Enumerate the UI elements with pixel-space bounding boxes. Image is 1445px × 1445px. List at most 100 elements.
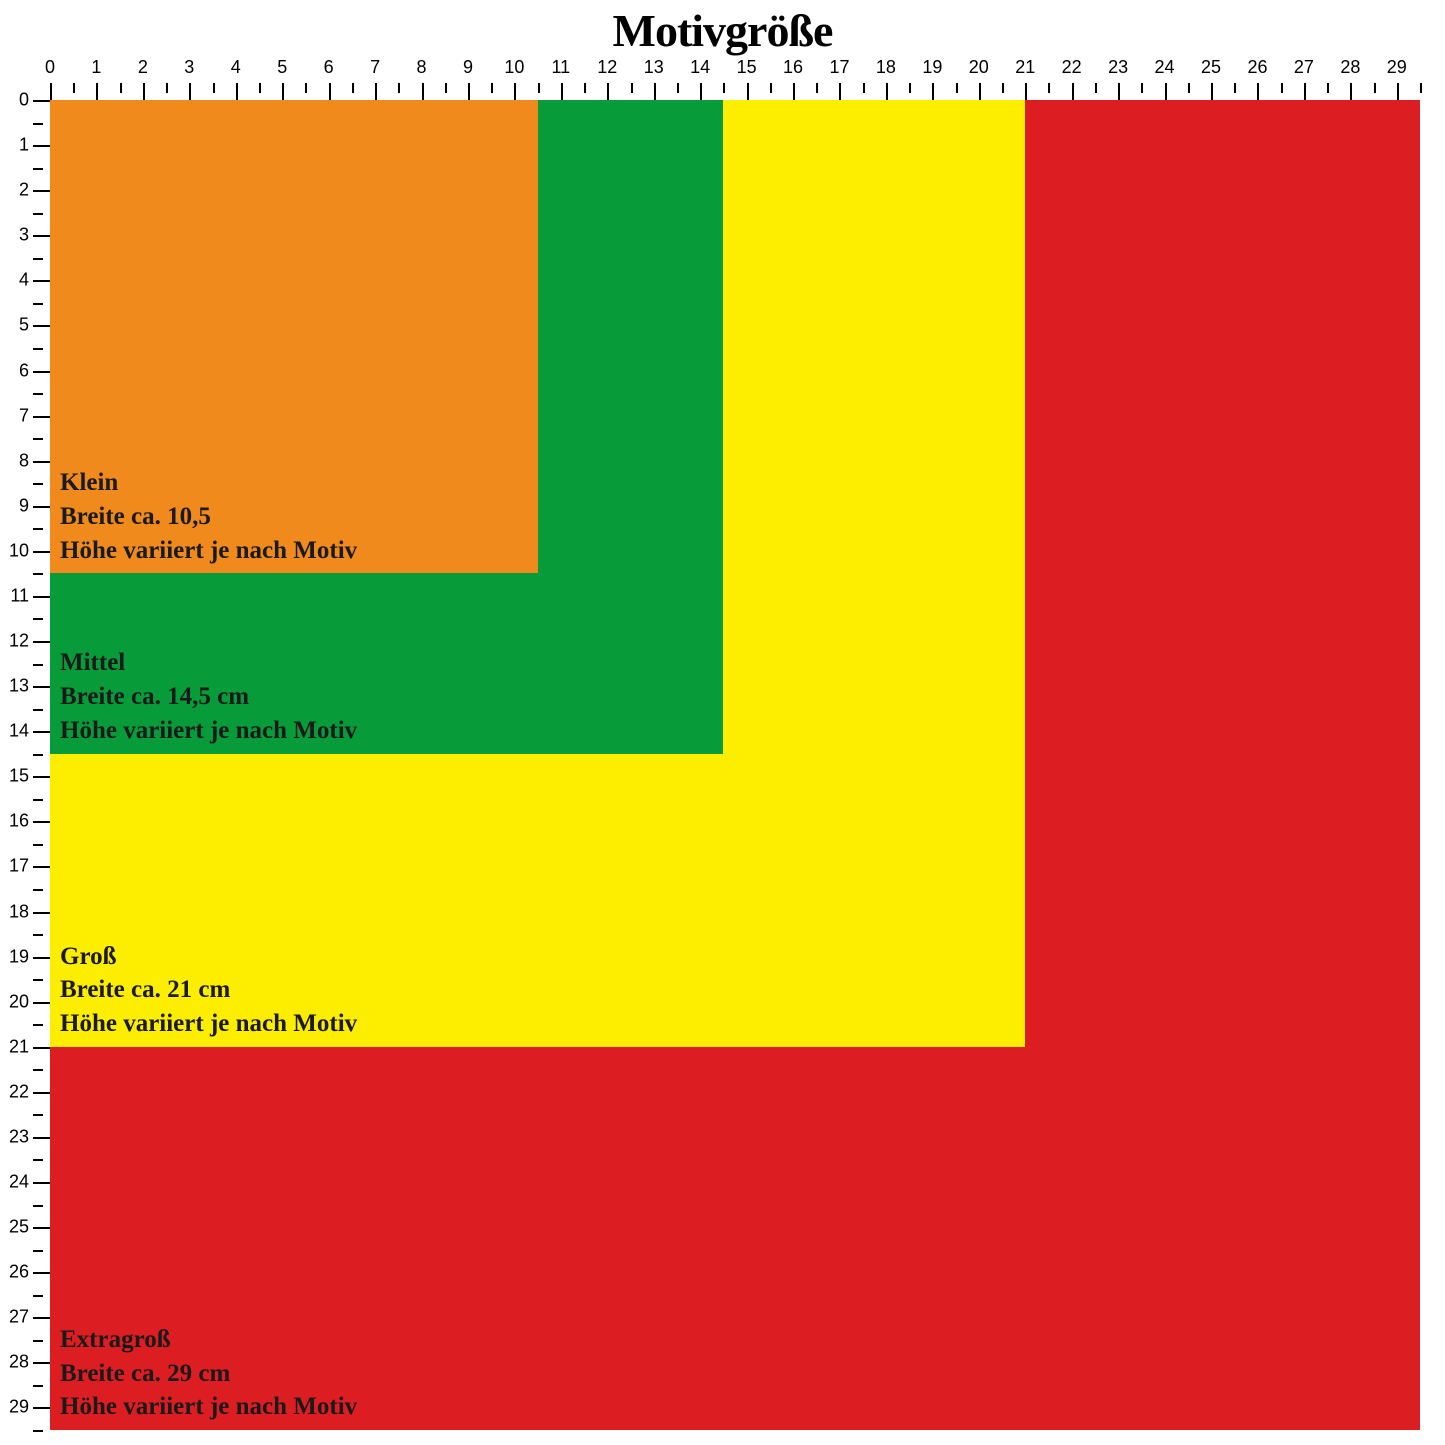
ruler-top-tick-major [1165, 83, 1167, 100]
ruler-top-tick-minor [213, 83, 215, 93]
ruler-top-tick-minor [770, 83, 772, 93]
ruler-top-tick-minor [491, 83, 493, 93]
ruler-top-tick-major [50, 83, 52, 100]
ruler-left-label: 29 [5, 1397, 29, 1418]
ruler-top-tick-minor [816, 83, 818, 93]
ruler-left-tick-major [33, 1182, 50, 1184]
ruler-top-tick-major [839, 83, 841, 100]
ruler-top-label: 27 [1294, 57, 1314, 78]
ruler-top-tick-minor [73, 83, 75, 93]
ruler-top-tick-minor [398, 83, 400, 93]
ruler-top-tick-major [700, 83, 702, 100]
ruler-top-tick-major [468, 83, 470, 100]
ruler-top-tick-major [1257, 83, 1259, 100]
ruler-left-tick-minor [33, 348, 43, 350]
ruler-top-tick-minor [166, 83, 168, 93]
ruler-left-label: 20 [5, 991, 29, 1012]
ruler-left-tick-major [33, 506, 50, 508]
ruler-top-tick-major [886, 83, 888, 100]
ruler-top-label: 5 [277, 57, 287, 78]
ruler-top-tick-major [1025, 83, 1027, 100]
ruler-left-tick-minor [33, 303, 43, 305]
ruler-top-tick-major [1211, 83, 1213, 100]
ruler-left-tick-minor [33, 1430, 43, 1432]
ruler-left-tick-major [33, 100, 50, 102]
ruler-top-tick-minor [1327, 83, 1329, 93]
ruler-left-tick-major [33, 416, 50, 418]
ruler-top-label: 28 [1340, 57, 1360, 78]
ruler-left-label: 6 [5, 360, 29, 381]
page-title: Motivgröße [0, 4, 1445, 57]
ruler-left-label: 16 [5, 811, 29, 832]
ruler-top-label: 9 [463, 57, 473, 78]
ruler-left-tick-minor [33, 438, 43, 440]
ruler-top-label: 24 [1155, 57, 1175, 78]
ruler-top-label: 13 [644, 57, 664, 78]
ruler-left-tick-major [33, 731, 50, 733]
ruler-top-tick-minor [1420, 83, 1422, 93]
ruler-left-tick-minor [33, 1114, 43, 1116]
ruler-top-tick-minor [909, 83, 911, 93]
ruler-top-label: 17 [829, 57, 849, 78]
ruler-top-label: 22 [1062, 57, 1082, 78]
size-label-height: Höhe variiert je nach Motiv [60, 534, 357, 568]
ruler-top-label: 4 [231, 57, 241, 78]
ruler-left-tick-minor [33, 844, 43, 846]
ruler-left-tick-minor [33, 258, 43, 260]
ruler-top-tick-minor [352, 83, 354, 93]
ruler-top-tick-major [96, 83, 98, 100]
ruler-left-label: 23 [5, 1126, 29, 1147]
ruler-top-tick-major [1072, 83, 1074, 100]
ruler-left-tick-major [33, 1227, 50, 1229]
size-label-name: Klein [60, 466, 357, 500]
ruler-left-tick-major [33, 280, 50, 282]
ruler-left-tick-minor [33, 168, 43, 170]
ruler-top-tick-minor [584, 83, 586, 93]
ruler-left-tick-minor [33, 1385, 43, 1387]
ruler-top-tick-minor [956, 83, 958, 93]
ruler-top-label: 26 [1247, 57, 1267, 78]
ruler-left-label: 2 [5, 180, 29, 201]
ruler-left-tick-minor [33, 1024, 43, 1026]
ruler-top-tick-major [747, 83, 749, 100]
ruler-top-label: 18 [876, 57, 896, 78]
ruler-top-tick-major [422, 83, 424, 100]
ruler-left-label: 13 [5, 676, 29, 697]
ruler-top-label: 2 [138, 57, 148, 78]
ruler-top-label: 3 [184, 57, 194, 78]
ruler-top-label: 16 [783, 57, 803, 78]
ruler-top-tick-minor [723, 83, 725, 93]
ruler-top-tick-minor [1188, 83, 1190, 93]
ruler-left-tick-minor [33, 754, 43, 756]
ruler-left-tick-minor [33, 709, 43, 711]
ruler-left-tick-minor [33, 1250, 43, 1252]
ruler-left-label: 14 [5, 721, 29, 742]
size-label-mittel: MittelBreite ca. 14,5 cmHöhe variiert je… [60, 646, 357, 747]
ruler-top-tick-major [514, 83, 516, 100]
ruler-left-tick-major [33, 1317, 50, 1319]
ruler-left-tick-minor [33, 889, 43, 891]
ruler-top-label: 8 [417, 57, 427, 78]
size-label-gross: GroßBreite ca. 21 cmHöhe variiert je nac… [60, 940, 357, 1041]
ruler-left-tick-major [33, 1272, 50, 1274]
ruler-left-label: 18 [5, 901, 29, 922]
ruler-left-label: 27 [5, 1307, 29, 1328]
ruler-left-label: 11 [5, 585, 29, 606]
ruler-left-tick-major [33, 1362, 50, 1364]
ruler-top-label: 1 [91, 57, 101, 78]
size-label-extragross: ExtragroßBreite ca. 29 cmHöhe variiert j… [60, 1323, 357, 1424]
ruler-top-tick-major [375, 83, 377, 100]
ruler-left-label: 3 [5, 225, 29, 246]
ruler-top-label: 6 [324, 57, 334, 78]
ruler-left-label: 17 [5, 856, 29, 877]
ruler-top-label: 19 [922, 57, 942, 78]
ruler-left-tick-major [33, 596, 50, 598]
ruler-top-tick-minor [1281, 83, 1283, 93]
ruler-left-label: 21 [5, 1036, 29, 1057]
ruler-top-tick-minor [1234, 83, 1236, 93]
ruler-top-tick-major [654, 83, 656, 100]
ruler-left-label: 19 [5, 946, 29, 967]
ruler-top-label: 23 [1108, 57, 1128, 78]
ruler-left-label: 1 [5, 135, 29, 156]
ruler-left-label: 25 [5, 1217, 29, 1238]
